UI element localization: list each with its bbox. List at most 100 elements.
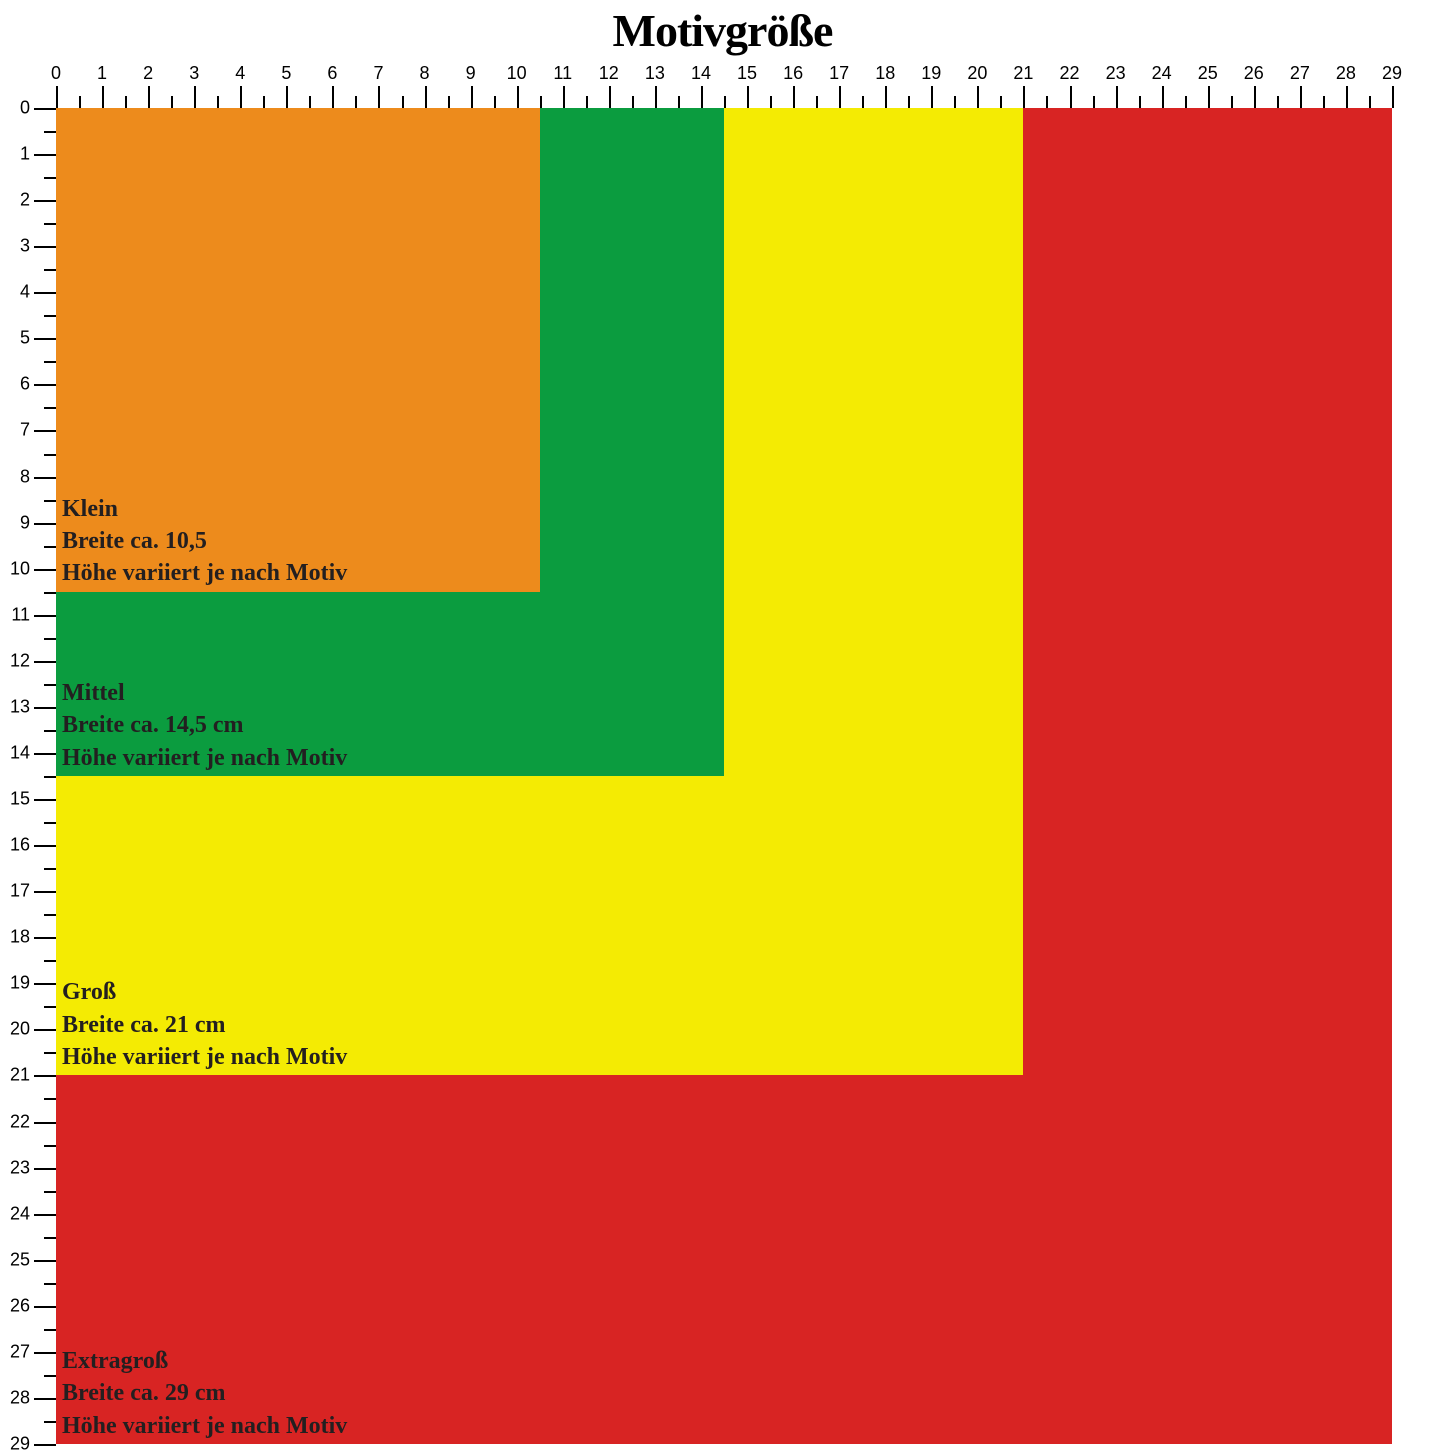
tick-label-top: 4 xyxy=(235,63,245,84)
tick-top xyxy=(1277,96,1279,108)
size-diagram: Motivgröße 01234567891011121314151617181… xyxy=(0,0,1445,1445)
tick-top xyxy=(309,96,311,108)
tick-label-left: 12 xyxy=(10,650,30,671)
tick-left xyxy=(44,407,56,409)
tick-top xyxy=(1208,86,1210,108)
tick-label-top: 19 xyxy=(921,63,941,84)
ruler-left: 0123456789101112131415161718192021222324… xyxy=(8,108,56,1444)
tick-left xyxy=(34,1444,56,1446)
tick-top xyxy=(954,96,956,108)
tick-label-left: 6 xyxy=(20,374,30,395)
tick-left xyxy=(44,730,56,732)
tick-label-top: 15 xyxy=(737,63,757,84)
size-box-label-mittel: MittelBreite ca. 14,5 cmHöhe variiert je… xyxy=(62,677,347,774)
tick-label-left: 16 xyxy=(10,835,30,856)
tick-left xyxy=(44,1283,56,1285)
tick-top xyxy=(448,96,450,108)
tick-label-left: 7 xyxy=(20,420,30,441)
tick-top xyxy=(1323,96,1325,108)
tick-top xyxy=(194,86,196,108)
tick-top xyxy=(355,96,357,108)
tick-left xyxy=(34,1122,56,1124)
tick-top xyxy=(425,86,427,108)
tick-top xyxy=(747,86,749,108)
tick-left xyxy=(44,131,56,133)
tick-label-top: 3 xyxy=(189,63,199,84)
tick-left xyxy=(34,154,56,156)
tick-left xyxy=(34,707,56,709)
tick-left xyxy=(44,684,56,686)
tick-left xyxy=(34,1075,56,1077)
size-box-label-extragroß: ExtragroßBreite ca. 29 cmHöhe variiert j… xyxy=(62,1345,347,1442)
size-box-label-groß: GroßBreite ca. 21 cmHöhe variiert je nac… xyxy=(62,976,347,1073)
tick-label-left: 9 xyxy=(20,512,30,533)
tick-left xyxy=(44,592,56,594)
tick-top xyxy=(171,96,173,108)
tick-top xyxy=(586,96,588,108)
tick-label-top: 7 xyxy=(373,63,383,84)
tick-top xyxy=(1185,96,1187,108)
tick-top xyxy=(563,86,565,108)
tick-top xyxy=(1000,96,1002,108)
tick-label-left: 25 xyxy=(10,1249,30,1270)
tick-label-top: 5 xyxy=(281,63,291,84)
ruler-top: 0123456789101112131415161718192021222324… xyxy=(56,60,1392,108)
diagram-title: Motivgröße xyxy=(0,4,1445,57)
tick-label-left: 5 xyxy=(20,328,30,349)
tick-left xyxy=(34,477,56,479)
tick-top xyxy=(240,86,242,108)
tick-top xyxy=(1346,86,1348,108)
tick-left xyxy=(44,1098,56,1100)
tick-top xyxy=(1070,86,1072,108)
tick-left xyxy=(34,1398,56,1400)
tick-left xyxy=(34,845,56,847)
tick-left xyxy=(44,1191,56,1193)
tick-left xyxy=(34,338,56,340)
tick-label-top: 26 xyxy=(1244,63,1264,84)
tick-label-top: 16 xyxy=(783,63,803,84)
tick-label-left: 14 xyxy=(10,742,30,763)
tick-left xyxy=(34,569,56,571)
tick-top xyxy=(1392,86,1394,108)
tick-label-top: 24 xyxy=(1152,63,1172,84)
tick-top xyxy=(125,96,127,108)
tick-top xyxy=(770,96,772,108)
tick-top xyxy=(402,96,404,108)
tick-label-top: 6 xyxy=(327,63,337,84)
tick-left xyxy=(44,223,56,225)
tick-left xyxy=(34,891,56,893)
tick-top xyxy=(102,86,104,108)
tick-left xyxy=(44,500,56,502)
tick-left xyxy=(34,1260,56,1262)
tick-label-top: 12 xyxy=(599,63,619,84)
tick-top xyxy=(1369,96,1371,108)
tick-label-top: 29 xyxy=(1382,63,1402,84)
tick-top xyxy=(908,96,910,108)
tick-left xyxy=(34,1352,56,1354)
tick-label-top: 9 xyxy=(466,63,476,84)
tick-label-left: 20 xyxy=(10,1019,30,1040)
tick-label-top: 21 xyxy=(1013,63,1033,84)
tick-top xyxy=(931,86,933,108)
tick-label-left: 10 xyxy=(10,558,30,579)
tick-left xyxy=(44,361,56,363)
tick-top xyxy=(1023,86,1025,108)
tick-left xyxy=(44,1237,56,1239)
tick-left xyxy=(34,246,56,248)
tick-label-left: 27 xyxy=(10,1341,30,1362)
tick-left xyxy=(34,799,56,801)
tick-left xyxy=(34,1214,56,1216)
tick-label-left: 28 xyxy=(10,1387,30,1408)
tick-label-top: 18 xyxy=(875,63,895,84)
tick-left xyxy=(34,1029,56,1031)
tick-label-top: 25 xyxy=(1198,63,1218,84)
tick-top xyxy=(678,96,680,108)
tick-label-top: 0 xyxy=(51,63,61,84)
tick-top xyxy=(1046,96,1048,108)
tick-left xyxy=(44,1052,56,1054)
tick-left xyxy=(34,1168,56,1170)
tick-top xyxy=(217,96,219,108)
tick-top xyxy=(1116,86,1118,108)
tick-top xyxy=(378,86,380,108)
tick-top xyxy=(263,96,265,108)
